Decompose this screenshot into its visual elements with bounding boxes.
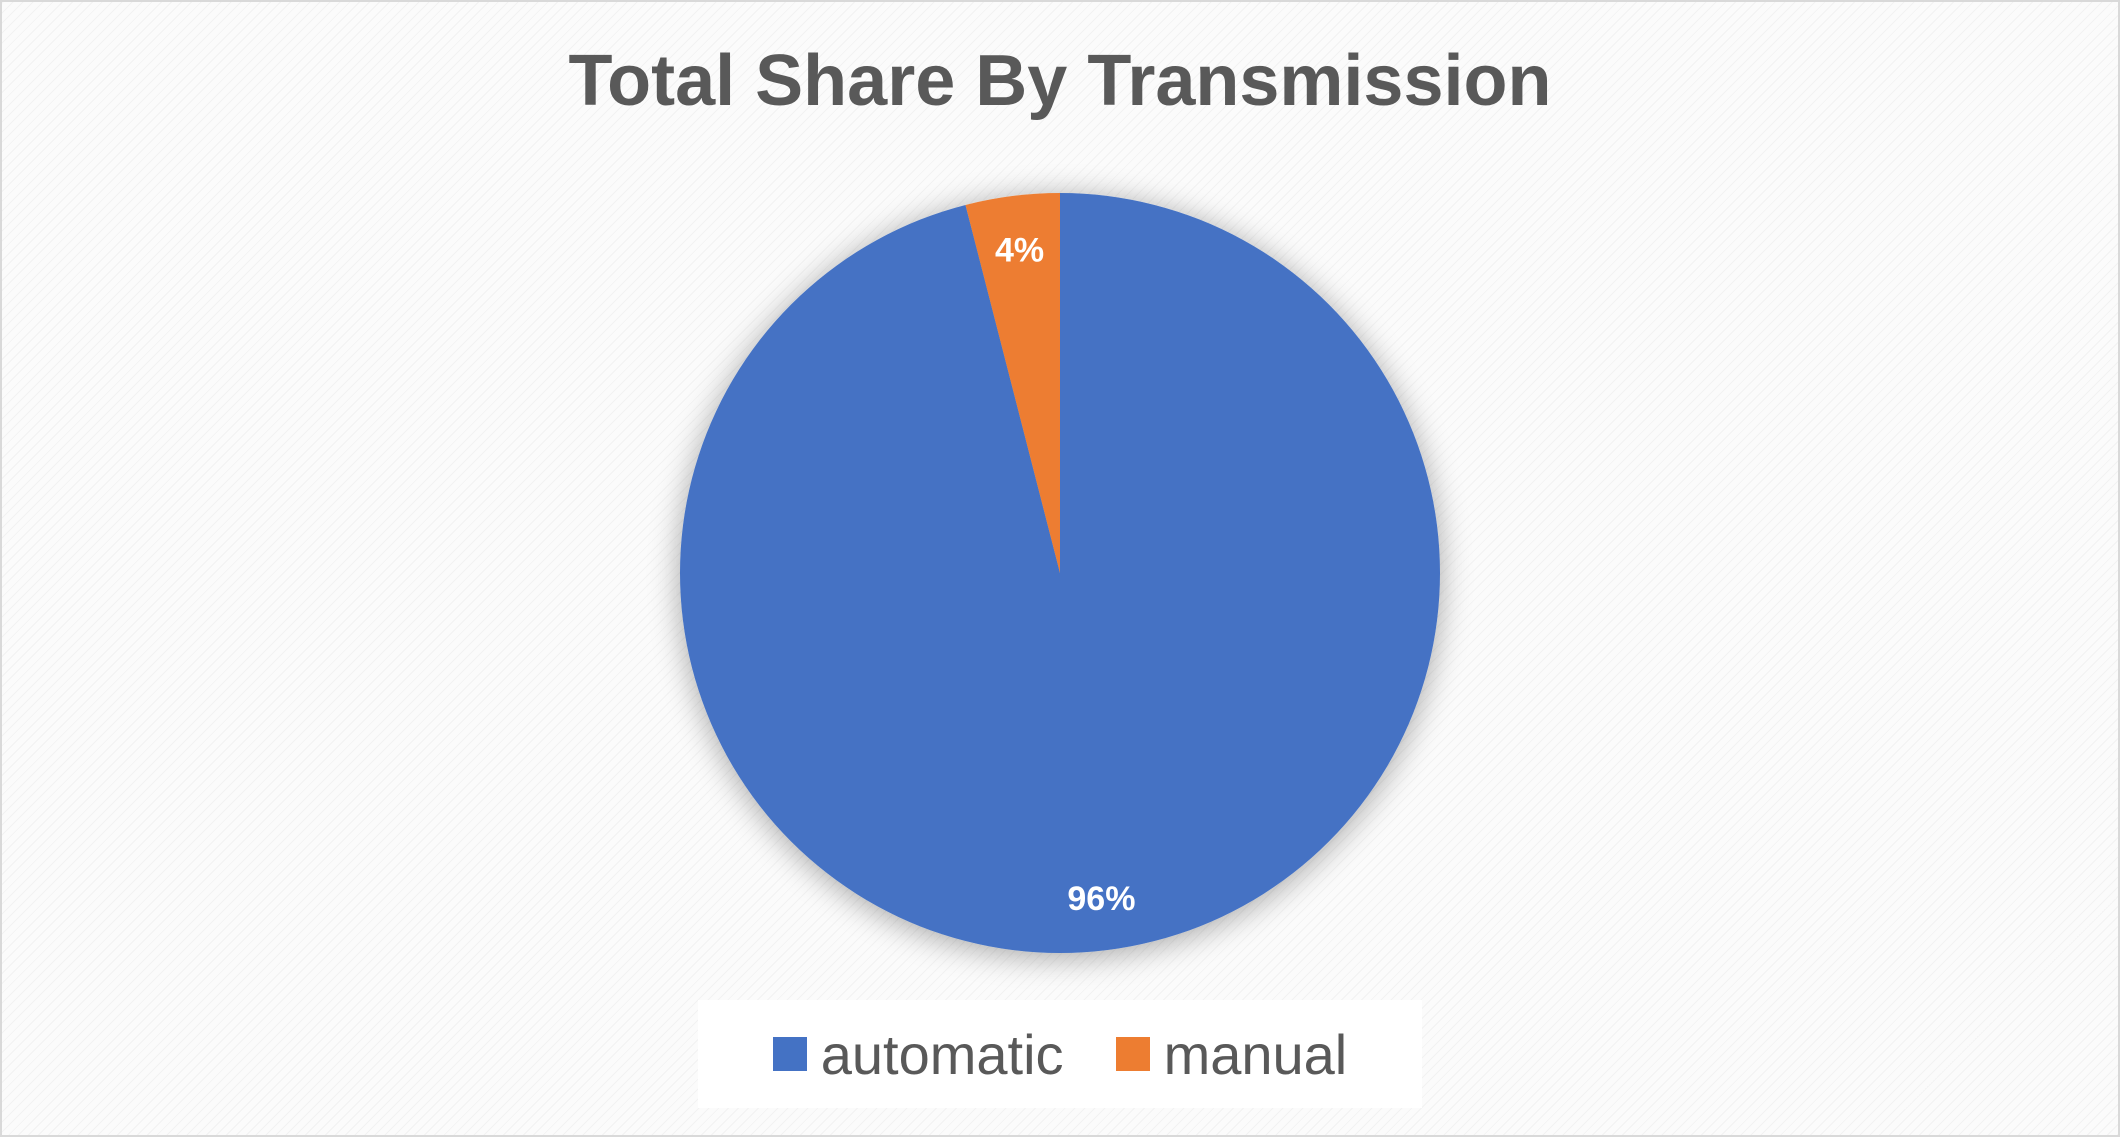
data-label-manual: 4% bbox=[995, 232, 1044, 270]
pie-slice-automatic bbox=[679, 193, 1440, 953]
legend: automatic manual bbox=[698, 1000, 1422, 1108]
legend-label-automatic: automatic bbox=[820, 1022, 1064, 1086]
legend-label-manual: manual bbox=[1163, 1022, 1348, 1086]
legend-item-manual: manual bbox=[1115, 1022, 1348, 1087]
chart-title: Total Share By Transmission bbox=[568, 41, 1552, 121]
legend-swatch-manual bbox=[1115, 1037, 1150, 1071]
legend-item-automatic: automatic bbox=[772, 1022, 1064, 1087]
data-label-automatic: 96% bbox=[1067, 880, 1135, 918]
pie-slice-manual bbox=[965, 193, 1060, 573]
legend-swatch-automatic bbox=[772, 1037, 807, 1071]
